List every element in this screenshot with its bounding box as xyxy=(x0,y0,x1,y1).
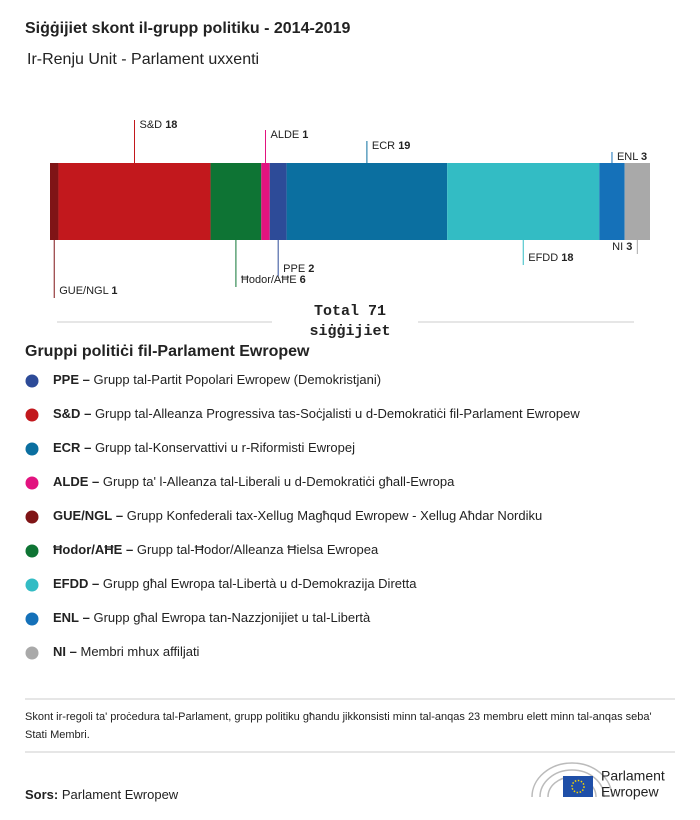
legend-item: Ħodor/AĦE – Grupp tal-Ħodor/Alleanza Ħie… xyxy=(53,542,379,557)
segment-value: 19 xyxy=(398,140,410,152)
legend-swatch xyxy=(25,544,39,558)
legend-swatch xyxy=(25,578,39,592)
legend-swatch xyxy=(25,442,39,456)
legend-item: S&D – Grupp tal-Alleanza Progressiva tas… xyxy=(53,406,580,421)
total: Total 71 xyxy=(314,303,386,320)
segment-value: 18 xyxy=(165,119,177,131)
segment-label: EFDD 18 xyxy=(528,252,573,264)
legend-abbr: Ħodor/AĦE xyxy=(53,542,123,557)
segment-label: PPE 2 xyxy=(283,263,314,275)
legend-item: ALDE – Grupp ta' l-Alleanza tal-Liberali… xyxy=(53,474,455,489)
bar-segment xyxy=(58,163,211,240)
legend-item: ENL – Grupp għal Ewropa tan-Nazzjonijiet… xyxy=(53,610,371,625)
total-value: 71 xyxy=(368,303,386,320)
segment-name: ALDE xyxy=(270,129,299,141)
total-unit: siġġijiet xyxy=(309,323,390,340)
segment-value: 18 xyxy=(561,252,573,264)
chart-subtitle: Ir-Renju Unit - Parlament uxxenti xyxy=(27,51,259,68)
legend-description: Grupp tal-Ħodor/Alleanza Ħielsa Ewropea xyxy=(137,542,379,557)
legend-title: Gruppi politiċi fil-Parlament Ewropew xyxy=(25,343,310,360)
bar-segment xyxy=(50,163,59,240)
bar-segment xyxy=(286,163,448,240)
bar-segment xyxy=(624,163,650,240)
logo-text: Parlament xyxy=(601,768,665,784)
legend-abbr: NI xyxy=(53,644,66,659)
legend-separator: – xyxy=(84,440,91,455)
segment-name: NI xyxy=(612,241,623,253)
legend-separator: – xyxy=(83,372,90,387)
legend-item: EFDD – Grupp għal Ewropa tal-Libertà u d… xyxy=(53,576,417,591)
legend-description: Grupp tal-Alleanza Progressiva tas-Soċja… xyxy=(95,406,580,421)
bar-segment xyxy=(261,163,270,240)
legend-swatch xyxy=(25,646,39,660)
segment-name: GUE/NGL xyxy=(59,285,108,297)
segment-label: ENL 3 xyxy=(617,151,647,163)
legend-separator: – xyxy=(70,644,77,659)
bar-segment xyxy=(269,163,287,240)
logo: Parlament Ewropew xyxy=(531,762,665,800)
legend-separator: – xyxy=(116,508,123,523)
legend-swatch xyxy=(25,510,39,524)
segment-name: ENL xyxy=(617,151,638,163)
legend-abbr: ECR xyxy=(53,440,81,455)
legend-swatch xyxy=(25,408,39,422)
segment-value: 1 xyxy=(111,285,117,297)
legend-swatch xyxy=(25,476,39,490)
bar-segment xyxy=(599,163,625,240)
legend-item: PPE – Grupp tal-Partit Popolari Ewropew … xyxy=(53,372,381,387)
segment-name: Ħodor/AĦE xyxy=(241,274,297,286)
segment-name: PPE xyxy=(283,263,305,275)
segment-label: S&D 18 xyxy=(140,119,178,131)
legend-item: NI – Membri mhux affiljati xyxy=(53,644,200,659)
legend-description: Grupp Konfederali tax-Xellug Magħqud Ewr… xyxy=(127,508,543,523)
chart-title: Siġġijiet skont il-grupp politiku - 2014… xyxy=(25,20,350,37)
legend-abbr: ALDE xyxy=(53,474,89,489)
source-label: Sors: xyxy=(25,787,58,802)
legend-abbr: PPE xyxy=(53,372,79,387)
legend-description: Membri mhux affiljati xyxy=(80,644,199,659)
legend-description: Grupp tal-Konservattivi u r-Riformisti E… xyxy=(95,440,355,455)
legend-item: ECR – Grupp tal-Konservattivi u r-Riform… xyxy=(53,440,355,455)
legend-swatch xyxy=(25,374,39,388)
legend-abbr: GUE/NGL xyxy=(53,508,112,523)
legend-abbr: ENL xyxy=(53,610,79,625)
logo-text: Ewropew xyxy=(601,784,659,800)
segment-value: 3 xyxy=(641,151,647,163)
segment-value: 2 xyxy=(308,263,314,275)
legend-separator: – xyxy=(84,406,91,421)
legend-description: Grupp ta' l-Alleanza tal-Liberali u d-De… xyxy=(103,474,455,489)
segment-name: ECR xyxy=(372,140,395,152)
bar-segment xyxy=(447,163,600,240)
source: Sors: Parlament Ewropew xyxy=(25,787,179,802)
segment-value: 1 xyxy=(302,129,308,141)
segment-label: ECR 19 xyxy=(372,140,411,152)
segment-label: Ħodor/AĦE 6 xyxy=(241,274,306,286)
legend-separator: – xyxy=(92,474,99,489)
note: Skont ir-regoli ta' proċedura tal-Parlam… xyxy=(25,711,652,741)
segment-label: GUE/NGL 1 xyxy=(59,285,117,297)
segment-name: S&D xyxy=(140,119,163,131)
legend-separator: – xyxy=(83,610,90,625)
segment-value: 3 xyxy=(626,241,632,253)
segment-label: ALDE 1 xyxy=(270,129,308,141)
legend-description: Grupp għal Ewropa tal-Libertà u d-Demokr… xyxy=(103,576,417,591)
legend-item: GUE/NGL – Grupp Konfederali tax-Xellug M… xyxy=(53,508,542,523)
bar-segment xyxy=(210,163,262,240)
total-label: Total xyxy=(314,303,359,320)
legend-separator: – xyxy=(126,542,133,557)
legend-separator: – xyxy=(92,576,99,591)
segment-value: 6 xyxy=(300,274,306,286)
legend-abbr: S&D xyxy=(53,406,80,421)
segment-name: EFDD xyxy=(528,252,558,264)
legend-description: Grupp tal-Partit Popolari Ewropew (Demok… xyxy=(94,372,382,387)
legend-description: Grupp għal Ewropa tan-Nazzjonijiet u tal… xyxy=(93,610,371,625)
source-text: Parlament Ewropew xyxy=(62,787,179,802)
legend-abbr: EFDD xyxy=(53,576,88,591)
segment-label: NI 3 xyxy=(612,241,632,253)
legend-swatch xyxy=(25,612,39,626)
